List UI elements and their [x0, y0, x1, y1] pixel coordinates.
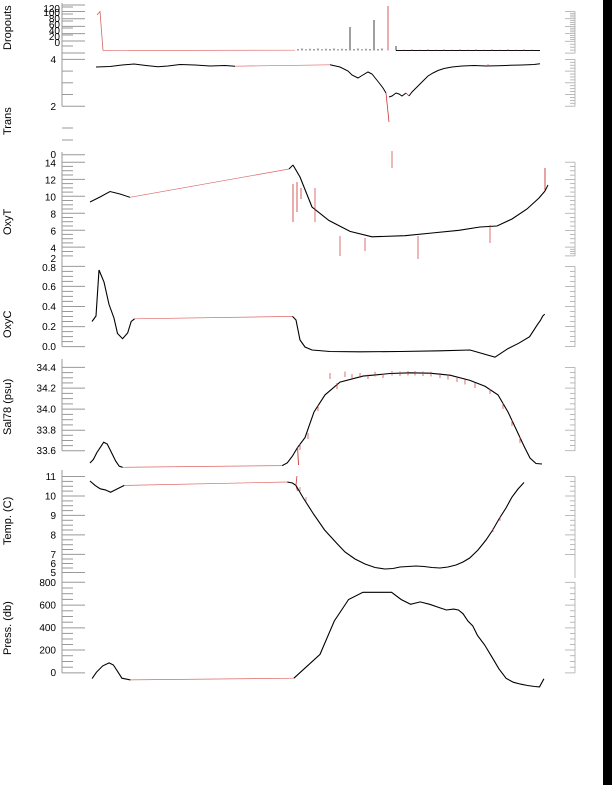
svg-text:200: 200	[39, 646, 56, 657]
svg-text:8: 8	[50, 531, 56, 542]
svg-text:34.0: 34.0	[37, 405, 57, 416]
svg-text:0: 0	[50, 668, 56, 679]
svg-text:10: 10	[45, 492, 57, 503]
svg-text:800: 800	[39, 578, 56, 589]
svg-text:12: 12	[45, 176, 57, 187]
svg-text:0.8: 0.8	[42, 263, 56, 274]
svg-text:11: 11	[46, 472, 57, 483]
svg-text:0.4: 0.4	[42, 302, 56, 313]
svg-text:2: 2	[50, 102, 56, 113]
svg-text:400: 400	[39, 623, 56, 634]
svg-text:33.6: 33.6	[37, 446, 57, 457]
svg-text:33.8: 33.8	[37, 426, 57, 437]
svg-text:0.6: 0.6	[42, 282, 56, 293]
svg-text:34.4: 34.4	[37, 363, 57, 374]
svg-text:0.0: 0.0	[42, 342, 56, 353]
svg-text:9: 9	[50, 511, 56, 522]
svg-text:6: 6	[50, 227, 56, 238]
svg-text:4: 4	[50, 244, 56, 255]
svg-text:600: 600	[39, 601, 56, 612]
svg-text:4: 4	[50, 55, 56, 66]
svg-text:14: 14	[45, 159, 57, 170]
svg-text:34.2: 34.2	[37, 384, 57, 395]
svg-text:0.2: 0.2	[42, 322, 56, 333]
svg-text:8: 8	[50, 210, 56, 221]
svg-text:10: 10	[45, 193, 57, 204]
